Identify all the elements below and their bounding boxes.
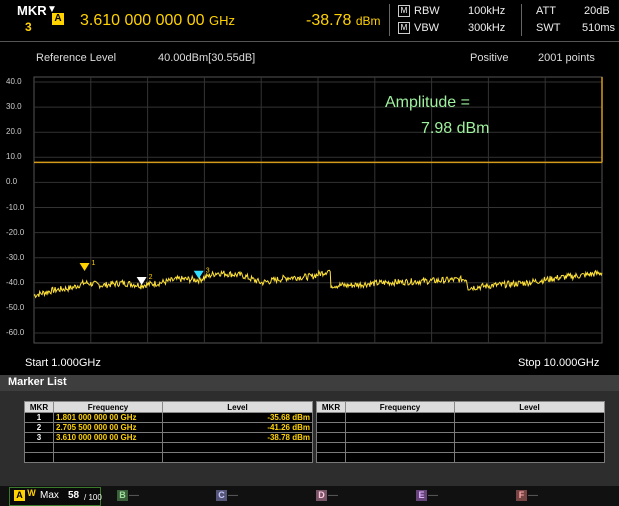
y-tick-label: -30.0	[6, 252, 25, 262]
vbw-label: VBW	[414, 22, 440, 34]
spectrum-plot[interactable]: 1 2 3 40.0 30.0 20.0 10.0 0.0 -10.0 -20.0 -30.0 -4…	[0, 70, 619, 380]
trace-a-badge: A	[52, 13, 64, 25]
y-tick-label: -40.0	[6, 277, 25, 287]
marker-list-title: Marker List	[8, 376, 67, 388]
marker-frequency-cell: 2.705 500 000 00 GHz	[53, 422, 163, 433]
marker-table-left: MKR Frequency Level 1 1.801 000 000 00 G…	[24, 401, 313, 463]
marker-3-symbol	[193, 270, 204, 279]
rbw-value[interactable]: 100kHz	[468, 5, 506, 17]
marker-level-cell: -38.78 dBm	[162, 432, 313, 443]
trace-e-status: —	[428, 490, 438, 501]
col-header-level: Level	[454, 401, 605, 413]
marker-frequency-cell: 1.801 000 000 00 GHz	[53, 412, 163, 423]
trace-mode-icon: W	[27, 488, 36, 498]
trace-b-icon[interactable]: B	[117, 490, 128, 501]
sweep-total: / 100	[84, 493, 102, 502]
marker-list-panel: MKR Frequency Level 1 1.801 000 000 00 G…	[0, 391, 619, 486]
marker-level-cell: -41.26 dBm	[162, 422, 313, 433]
detector-mode: Positive	[470, 52, 509, 64]
table-row	[316, 452, 605, 463]
table-row	[316, 422, 605, 433]
table-row	[24, 442, 313, 453]
rbw-label: RBW	[414, 5, 440, 17]
y-tick-label: -10.0	[6, 202, 25, 212]
y-tick-label: 10.0	[6, 152, 22, 162]
trace-f-status: —	[528, 490, 538, 501]
vbw-value[interactable]: 300kHz	[468, 22, 506, 34]
table-row[interactable]: 3 3.610 000 000 00 GHz -38.78 dBm	[24, 432, 313, 443]
marker-level-cell: -35.68 dBm	[162, 412, 313, 423]
trace-c-status: —	[228, 490, 238, 501]
trace-a-icon: A	[14, 490, 25, 501]
marker-frequency-cell: 3.610 000 000 00 GHz	[53, 432, 163, 443]
marker-frequency: 3.610 000 000 00 GHz	[80, 12, 236, 29]
col-header-mkr: MKR	[316, 401, 346, 413]
marker-amplitude: -38.78 dBm	[306, 12, 381, 29]
vbw-manual-icon: M	[398, 22, 410, 34]
swt-label: SWT	[536, 22, 561, 34]
y-tick-label: -20.0	[6, 227, 25, 237]
marker-id: 2	[24, 422, 54, 433]
dropdown-arrow-icon[interactable]: ▼	[47, 4, 57, 15]
table-row	[316, 432, 605, 443]
col-header-mkr: MKR	[24, 401, 54, 413]
marker-label[interactable]: MKR	[17, 3, 47, 18]
table-row	[316, 412, 605, 423]
x-start-label: Start 1.000GHz	[25, 357, 101, 369]
trace-e-icon[interactable]: E	[416, 490, 427, 501]
marker-2-symbol	[136, 276, 147, 285]
marker-2-label: 2	[149, 274, 153, 281]
col-header-level: Level	[162, 401, 313, 413]
trace-status-bar: A W Max 58 / 100 B — C — D — E — F —	[0, 486, 619, 506]
att-label: ATT	[536, 5, 556, 17]
trace-a	[33, 269, 603, 299]
trace-c-icon[interactable]: C	[216, 490, 227, 501]
marker-1-symbol	[79, 262, 90, 271]
divider	[389, 4, 390, 36]
y-tick-label: 30.0	[6, 102, 22, 112]
marker-symbols[interactable]: 1 2 3	[79, 260, 210, 285]
y-tick-label: -60.0	[6, 328, 25, 337]
y-tick-label: 20.0	[6, 127, 22, 137]
marker-number: 3	[25, 20, 32, 34]
y-tick-label: 40.0	[6, 77, 22, 86]
att-value[interactable]: 20dB	[584, 5, 610, 17]
marker-list-header: Marker List	[0, 375, 619, 391]
sweep-points: 2001 points	[538, 52, 595, 64]
marker-id: 3	[24, 432, 54, 443]
trace-f-icon[interactable]: F	[516, 490, 527, 501]
amplitude-annotation-line2: 7.98 dBm	[421, 120, 490, 137]
rbw-manual-icon: M	[398, 5, 410, 17]
reference-level-label: Reference Level	[36, 52, 117, 64]
trace-d-status: —	[328, 490, 338, 501]
table-row	[24, 452, 313, 463]
reference-level-value[interactable]: 40.00dBm[30.55dB]	[158, 52, 256, 64]
amplitude-annotation-line1: Amplitude =	[385, 94, 470, 111]
divider	[521, 4, 522, 36]
marker-readout-bar: MKR ▼ 3 A 3.610 000 000 00 GHz -38.78 dB…	[0, 0, 619, 42]
table-row[interactable]: 1 1.801 000 000 00 GHz -35.68 dBm	[24, 412, 313, 423]
marker-1-label: 1	[92, 260, 96, 267]
marker-id: 1	[24, 412, 54, 423]
threshold-line	[34, 77, 603, 164]
info-bar: Reference Level 40.00dBm[30.55dB] Positi…	[0, 49, 619, 67]
trace-a-line	[33, 269, 603, 299]
col-header-frequency: Frequency	[345, 401, 455, 413]
table-row[interactable]: 2 2.705 500 000 00 GHz -41.26 dBm	[24, 422, 313, 433]
y-tick-label: 0.0	[6, 177, 18, 187]
sweep-count: 58	[68, 490, 80, 501]
x-stop-label: Stop 10.000GHz	[518, 357, 600, 369]
trace-b-status: —	[129, 490, 139, 501]
spectrum-chart[interactable]: 1 2 3	[0, 70, 619, 380]
table-row	[316, 442, 605, 453]
swt-value[interactable]: 510ms	[582, 22, 616, 34]
col-header-frequency: Frequency	[53, 401, 163, 413]
marker-3-label: 3	[206, 268, 210, 275]
trace-mode: Max	[40, 490, 59, 501]
y-tick-label: -50.0	[6, 302, 25, 312]
trace-d-icon[interactable]: D	[316, 490, 327, 501]
marker-table-right: MKR Frequency Level	[316, 401, 605, 463]
